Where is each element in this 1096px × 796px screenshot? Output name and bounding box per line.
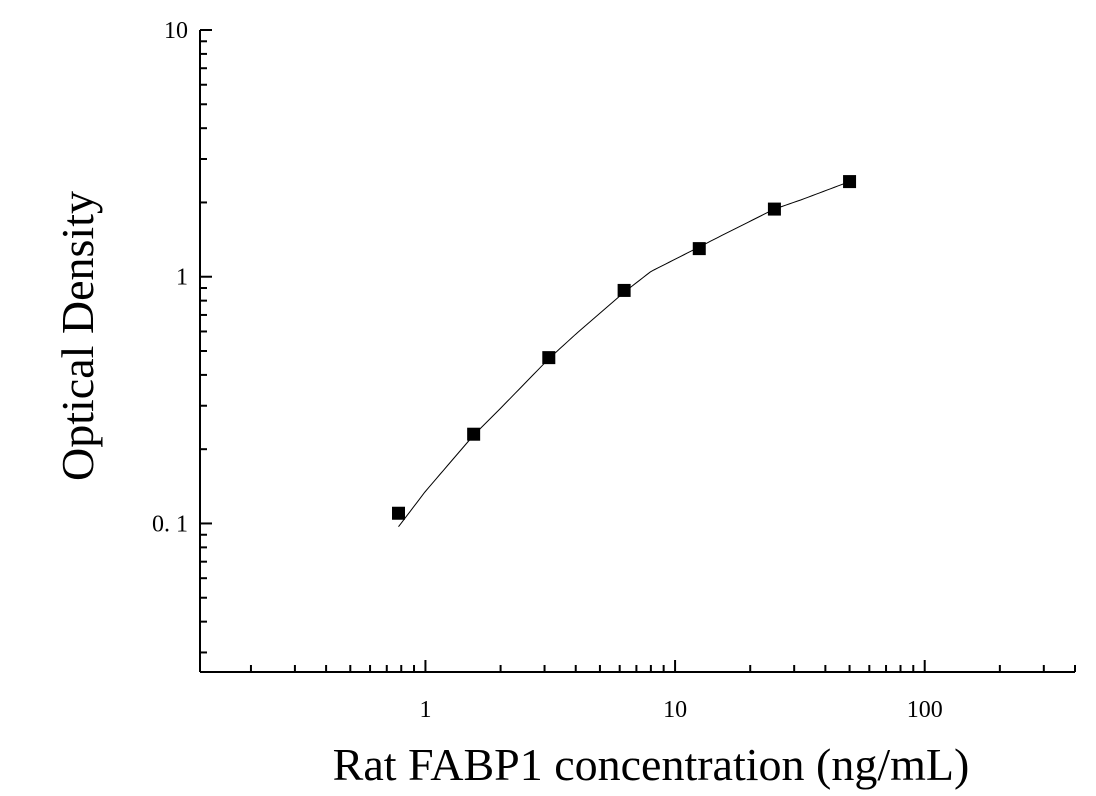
data-point [542, 351, 556, 365]
y-tick-label: 1 [176, 265, 188, 291]
data-point [843, 175, 857, 189]
data-point [467, 427, 481, 441]
x-tick-label: 100 [907, 697, 943, 723]
y-ticks [200, 29, 212, 654]
axes [199, 30, 1075, 673]
data-point [767, 202, 781, 216]
y-tick-label: 0. 1 [152, 511, 188, 537]
y-tick-label: 10 [164, 18, 188, 44]
x-tick-labels: 1 10 100 [419, 697, 942, 723]
x-axis-title: Rat FABP1 concentration (ng/mL) [333, 739, 970, 790]
x-ticks [249, 660, 1076, 672]
fit-curve [398, 181, 850, 528]
y-tick-labels: 0. 1 1 10 [152, 18, 188, 537]
x-tick-label: 10 [663, 697, 687, 723]
data-point [617, 283, 631, 297]
data-point [692, 242, 706, 256]
x-tick-label: 1 [419, 697, 431, 723]
y-axis-title: Optical Density [52, 191, 103, 481]
data-point [392, 506, 406, 520]
data-points [392, 175, 857, 520]
